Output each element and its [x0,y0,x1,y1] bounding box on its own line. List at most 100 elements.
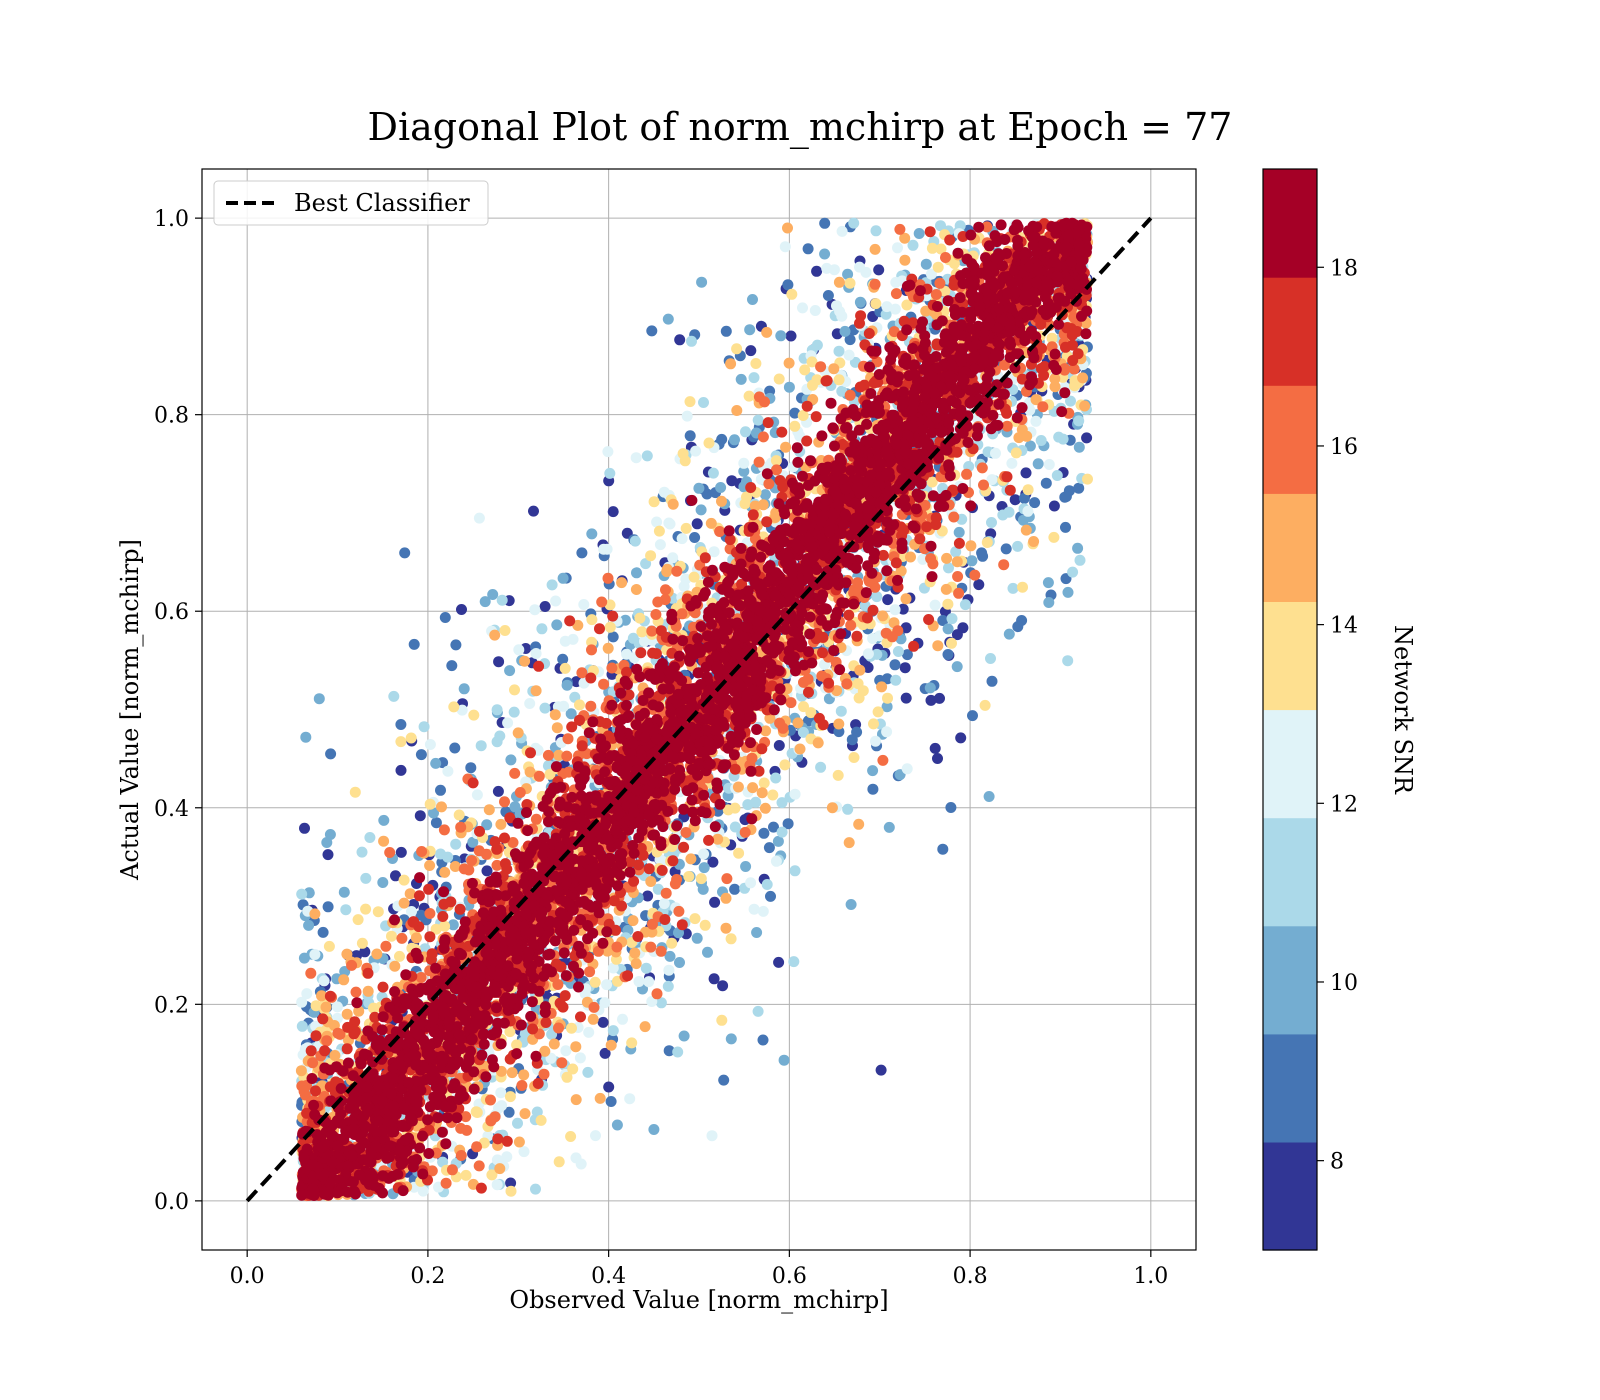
scatter-point [298,952,310,964]
scatter-point [716,1014,728,1026]
scatter-point [870,298,882,310]
scatter-point [611,941,623,953]
chart-title: Diagonal Plot of norm_mchirp at Epoch = … [368,105,1233,150]
scatter-point [583,1026,595,1038]
scatter-point [997,509,1009,521]
scatter-point [1029,497,1041,509]
scatter-point [1060,491,1072,502]
scatter-point [442,765,454,777]
scatter-point [773,740,785,751]
scatter-point [553,1156,565,1168]
scatter-point [731,405,743,416]
scatter-point [845,619,857,631]
scatter-point [652,596,664,608]
scatter-point [605,1039,617,1051]
scatter-point [676,533,688,545]
scatter-point [604,599,616,611]
scatter-point [779,759,791,771]
scatter-point [395,736,407,748]
scatter-point [562,733,574,745]
scatter-point [604,467,616,479]
scatter-point [833,374,845,386]
scatter-point [815,761,827,773]
scatter-point [386,930,397,942]
scatter-point [680,827,692,838]
scatter-point [1003,628,1015,640]
scatter-point [505,754,517,766]
scatter-point [873,264,885,276]
scatter-point [877,610,889,622]
scatter-point [776,826,788,838]
scatter-point [458,683,470,695]
scatter-point [673,905,685,917]
scatter-point [413,890,425,902]
scatter-point [496,594,508,606]
scatter-point [399,547,411,559]
scatter-point [854,664,866,676]
scatter-point [890,288,902,300]
scatter-point [633,976,645,987]
scatter-point [699,919,711,931]
scatter-point [634,612,646,624]
scatter-point [1065,395,1076,407]
scatter-point [751,927,763,938]
scatter-point [889,604,901,616]
scatter-point [627,632,639,644]
scatter-point [473,1160,485,1172]
scatter-point [979,699,991,711]
scatter-point [394,950,405,962]
scatter-point [491,736,503,748]
scatter-point [475,740,487,752]
scatter-point [561,1071,573,1083]
scatter-point [584,966,596,978]
scatter-point [531,1106,543,1118]
scatter-point [597,1016,609,1028]
scatter-point [758,827,770,839]
scatter-point [797,410,809,421]
scatter-point [574,1052,586,1064]
scatter-point [942,623,954,635]
scatter-point [783,381,795,393]
scatter-point [937,843,949,855]
scatter-point [925,694,937,706]
scatter-point [876,681,888,693]
scatter-point [622,970,634,982]
scatter-point [773,956,785,968]
scatter-point [811,265,823,277]
scatter-point [990,447,1001,459]
scatter-point [901,299,913,311]
scatter-point [502,717,514,729]
scatter-point [942,598,954,610]
scatter-point [844,334,856,346]
scatter-point [586,528,598,540]
scatter-point [467,836,479,848]
scatter-point [295,1065,307,1077]
scatter-point [689,532,701,543]
scatter-point [481,819,493,831]
scatter-point [698,848,710,860]
scatter-point [899,232,911,244]
scatter-point [486,1169,498,1181]
scatter-point [842,268,854,280]
scatter-point [645,941,657,953]
scatter-point [707,467,719,479]
scatter-point [538,1068,550,1080]
scatter-point [1073,441,1085,453]
scatter-point [932,640,944,652]
scatter-point [869,278,881,290]
scatter-point [1062,655,1074,667]
scatter-point [943,562,954,574]
scatter-point [1079,400,1091,412]
scatter-point [340,904,352,916]
scatter-point [317,926,329,938]
scatter-point [1007,582,1019,594]
scatter-point [313,693,325,705]
scatter-point [1082,473,1093,485]
scatter-point [453,809,465,821]
scatter-point [525,747,536,759]
scatter-point [901,649,913,661]
scatter-point [417,1185,429,1197]
scatter-point [729,883,741,895]
scatter-point [495,818,507,830]
scatter-point [934,277,946,289]
